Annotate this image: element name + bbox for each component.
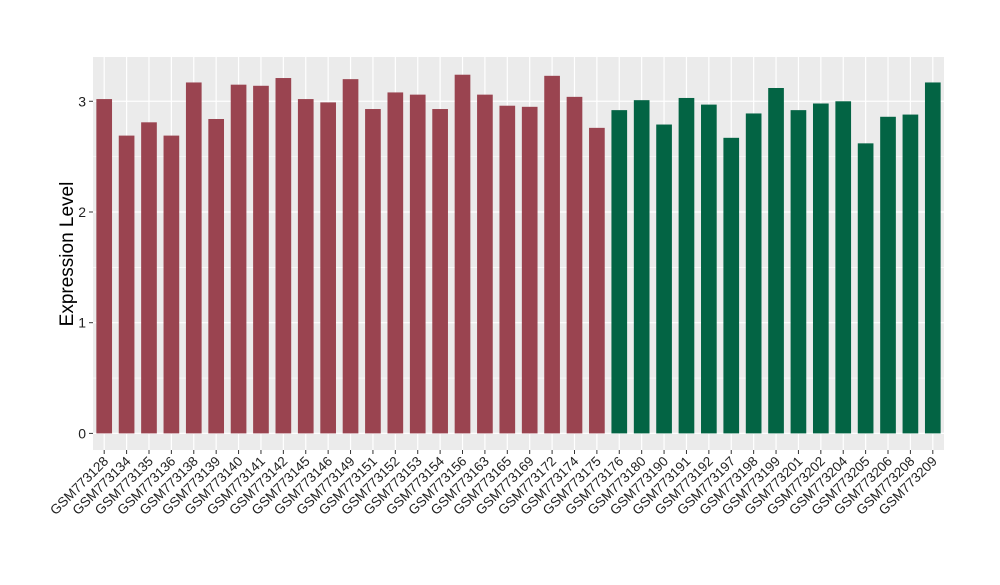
x-axis-ticks: GSM773128GSM773134GSM773135GSM773136GSM7… [47,450,940,518]
bar-GSM773163 [477,94,493,434]
bars [96,74,941,434]
bar-GSM773142 [275,78,292,434]
bar-GSM773156 [454,74,471,434]
y-tick-label: 0 [78,425,86,441]
y-tick-label: 2 [78,204,86,220]
bar-GSM773209 [924,82,941,434]
bar-GSM773198 [745,113,762,434]
bar-GSM773154 [432,109,448,434]
bar-GSM773151 [365,109,381,434]
bar-GSM773180 [633,100,650,434]
y-axis-ticks: 0 1 2 3 [78,93,93,441]
bar-GSM773205 [857,143,874,434]
bar-GSM773208 [902,114,919,434]
bar-GSM773174 [566,96,583,434]
bar-GSM773202 [812,103,829,434]
bar-GSM773191 [678,97,695,434]
y-tick-label: 3 [78,93,86,109]
bar-GSM773128 [96,99,113,434]
y-axis-title: Expression Level [57,182,78,327]
bar-GSM773201 [790,110,807,434]
bar-GSM773140 [230,84,247,434]
bar-GSM773206 [880,116,896,434]
bar-GSM773138 [185,82,202,434]
bar-GSM773135 [141,122,157,434]
bar-GSM773204 [835,101,852,434]
bar-GSM773169 [521,106,538,434]
bar-GSM773192 [701,104,717,434]
bar-GSM773134 [118,135,135,434]
bar-GSM773145 [297,99,314,434]
bar-GSM773153 [409,94,426,434]
bar-GSM773152 [387,92,404,434]
bar-GSM773176 [611,110,628,434]
bar-GSM773146 [320,102,336,434]
bar-GSM773197 [723,137,740,434]
bar-GSM773139 [208,118,225,434]
bar-GSM773199 [768,87,784,434]
bar-GSM773175 [589,127,605,434]
bar-GSM773172 [544,75,560,434]
bar-GSM773165 [499,105,516,434]
bar-GSM773136 [163,135,180,434]
y-tick-label: 1 [78,315,86,331]
bar-GSM773190 [656,124,672,434]
bar-GSM773141 [253,85,269,434]
bar-GSM773149 [342,79,359,434]
